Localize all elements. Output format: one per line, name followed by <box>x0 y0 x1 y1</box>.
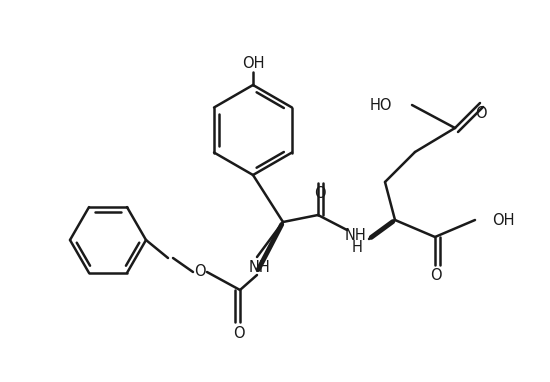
Text: OH: OH <box>242 55 264 71</box>
Text: NH: NH <box>248 259 270 275</box>
Text: O: O <box>430 267 442 283</box>
Text: HO: HO <box>370 97 392 113</box>
Text: NH: NH <box>344 228 366 243</box>
Text: OH: OH <box>492 212 514 228</box>
Text: O: O <box>475 105 487 120</box>
Text: O: O <box>194 264 206 280</box>
Text: O: O <box>314 186 326 201</box>
Text: O: O <box>233 325 245 340</box>
Text: H: H <box>351 240 362 254</box>
